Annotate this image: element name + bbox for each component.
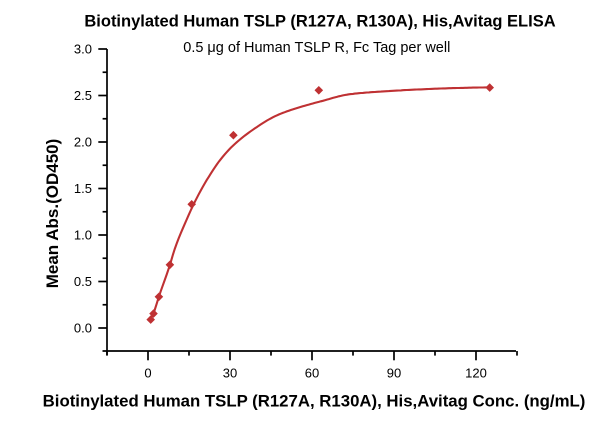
svg-text:120: 120 <box>465 366 487 381</box>
svg-text:1.0: 1.0 <box>74 228 92 243</box>
svg-text:1.5: 1.5 <box>74 181 92 196</box>
svg-text:30: 30 <box>223 366 237 381</box>
svg-text:2.0: 2.0 <box>74 135 92 150</box>
svg-text:Biotinylated Human TSLP (R127A: Biotinylated Human TSLP (R127A, R130A), … <box>43 392 586 411</box>
svg-text:Biotinylated Human TSLP (R127A: Biotinylated Human TSLP (R127A, R130A), … <box>84 13 555 31</box>
svg-text:0.5 μg of Human TSLP R, Fc Tag: 0.5 μg of Human TSLP R, Fc Tag per well <box>183 40 450 56</box>
svg-text:0.5: 0.5 <box>74 274 92 289</box>
svg-text:3.0: 3.0 <box>74 42 92 57</box>
svg-text:0.0: 0.0 <box>74 321 92 336</box>
svg-text:0: 0 <box>144 366 151 381</box>
svg-text:60: 60 <box>305 366 319 381</box>
svg-text:90: 90 <box>387 366 401 381</box>
svg-text:Mean Abs.(OD450): Mean Abs.(OD450) <box>43 139 62 289</box>
svg-text:2.5: 2.5 <box>74 88 92 103</box>
